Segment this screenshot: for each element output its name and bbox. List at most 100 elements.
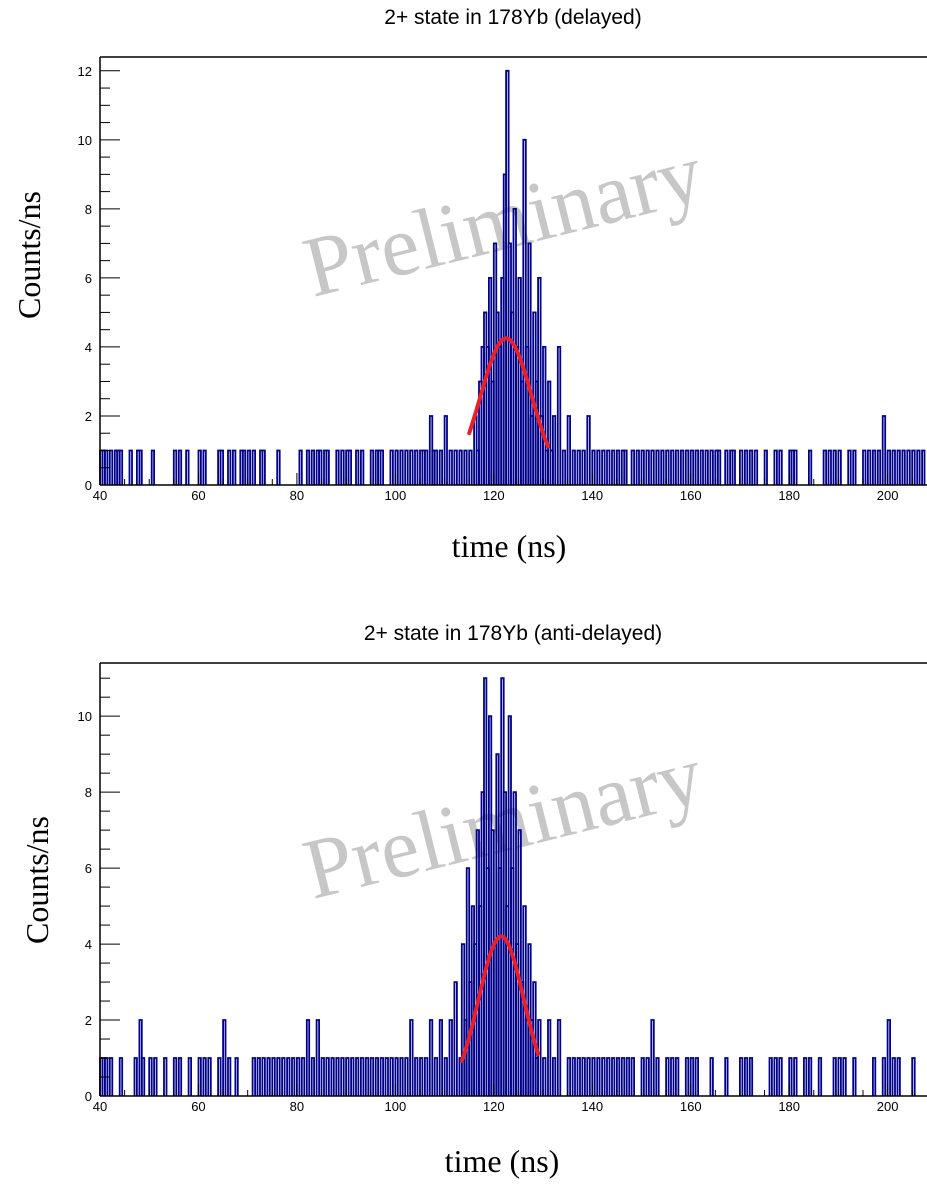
histogram-bin <box>552 415 557 485</box>
histogram-bin <box>611 1057 616 1096</box>
histogram-bin <box>310 449 315 485</box>
histogram-bin <box>547 380 552 485</box>
x-tick-label: 60 <box>191 488 205 503</box>
histogram-bin <box>153 1057 158 1096</box>
histogram-series <box>99 69 926 485</box>
histogram-bin <box>448 449 453 485</box>
histogram-bin <box>832 1057 837 1096</box>
histogram-bin <box>640 1057 645 1096</box>
histogram-bin <box>384 1057 389 1096</box>
histogram-bin <box>108 1057 114 1096</box>
histogram-bin <box>266 1057 271 1096</box>
histogram-bin <box>177 449 183 485</box>
histogram-bin <box>347 449 352 485</box>
x-tick-label: 40 <box>93 1099 107 1114</box>
histogram-bin <box>699 449 704 485</box>
histogram-bin <box>748 1057 754 1096</box>
histogram-bin <box>374 1057 379 1096</box>
x-axis-title: time (ns) <box>452 528 567 564</box>
histogram-bin <box>219 449 224 485</box>
chart-anti-delayed: Preliminary 40 60 80 100 120 140 160 180 2000246… <box>19 622 927 1179</box>
histogram-bin <box>694 1057 699 1096</box>
histogram-bin <box>862 449 867 485</box>
y-axis-title: Counts/ns <box>19 816 55 944</box>
histogram-bin <box>177 1057 183 1096</box>
chart-title: 2+ state in 178Yb (anti-delayed) <box>364 622 662 645</box>
histogram-bin <box>389 1057 394 1096</box>
histogram-bin <box>640 449 645 485</box>
histogram-bin <box>394 1057 399 1096</box>
histogram-bin <box>542 346 547 485</box>
histogram-bin <box>256 1057 261 1096</box>
histogram-bin <box>616 1057 621 1096</box>
histogram-bin <box>172 1057 178 1096</box>
histogram-bin <box>404 1057 409 1096</box>
histogram-bin <box>556 1019 562 1096</box>
histogram-bin <box>453 449 458 485</box>
histogram-bin <box>773 449 778 485</box>
histogram-bin <box>896 1057 901 1096</box>
x-tick-label: 100 <box>385 488 407 503</box>
histogram-bin <box>591 1057 596 1096</box>
histogram-bin <box>330 1057 335 1096</box>
histogram-bin <box>803 1057 808 1096</box>
histogram-bin <box>517 829 522 1096</box>
x-tick-label: 80 <box>290 1099 304 1114</box>
x-tick-label: 120 <box>483 488 505 503</box>
y-tick-label: 8 <box>85 202 92 217</box>
histogram-bin <box>118 1057 124 1096</box>
y-tick-label: 12 <box>78 64 92 79</box>
histogram-bin <box>731 449 736 485</box>
histogram-bin <box>773 1057 778 1096</box>
histogram-bin <box>724 449 729 485</box>
histogram-bin <box>623 449 628 485</box>
histogram-bin <box>448 1019 453 1096</box>
histogram-bin <box>443 1057 448 1096</box>
y-tick-label: 4 <box>85 340 92 355</box>
histogram-bin <box>318 449 323 485</box>
histogram-bin <box>606 1057 611 1096</box>
x-tick-label: 140 <box>581 488 603 503</box>
histogram-bin <box>335 1057 340 1096</box>
gaussian-fit-curve <box>459 934 541 1063</box>
y-tick-label: 2 <box>85 1013 92 1028</box>
histogram-bin <box>399 1057 404 1096</box>
histogram-bin <box>394 449 399 485</box>
histogram-bin <box>675 1057 680 1096</box>
histogram-bin <box>716 449 722 485</box>
histogram-bin <box>827 449 832 485</box>
histogram-bin <box>335 449 340 485</box>
histogram-bin <box>906 449 911 485</box>
histogram-bin <box>300 1057 306 1096</box>
x-tick-label: 40 <box>93 488 107 503</box>
x-tick-label: 180 <box>778 488 800 503</box>
histogram-bin <box>822 449 827 485</box>
histogram-bin <box>581 449 586 485</box>
histogram-bin <box>424 1057 429 1096</box>
histogram-bin <box>360 449 365 485</box>
y-tick-label: 2 <box>85 409 92 424</box>
histogram-bin <box>522 138 527 485</box>
histogram-bin <box>670 449 675 485</box>
histogram-bin <box>872 1057 877 1096</box>
histogram-bin <box>596 449 601 485</box>
x-tick-label: 60 <box>191 1099 205 1114</box>
histogram-bin <box>150 449 155 485</box>
histogram-bin <box>404 449 409 485</box>
histogram-bin <box>744 1057 749 1096</box>
histogram-bin <box>364 1057 370 1096</box>
histogram-bin <box>571 449 576 485</box>
histogram-bin <box>276 449 281 485</box>
histogram-bin <box>561 449 567 485</box>
histogram-bin <box>340 1057 345 1096</box>
x-tick-label: 80 <box>290 488 304 503</box>
histogram-bin <box>232 449 237 485</box>
histogram-bin <box>340 449 345 485</box>
histogram-bin <box>128 449 133 485</box>
histogram-bin <box>748 449 754 485</box>
histogram-bin <box>379 449 384 485</box>
histogram-bin <box>591 449 596 485</box>
histogram-bin <box>433 449 439 485</box>
histogram-series <box>99 677 916 1096</box>
